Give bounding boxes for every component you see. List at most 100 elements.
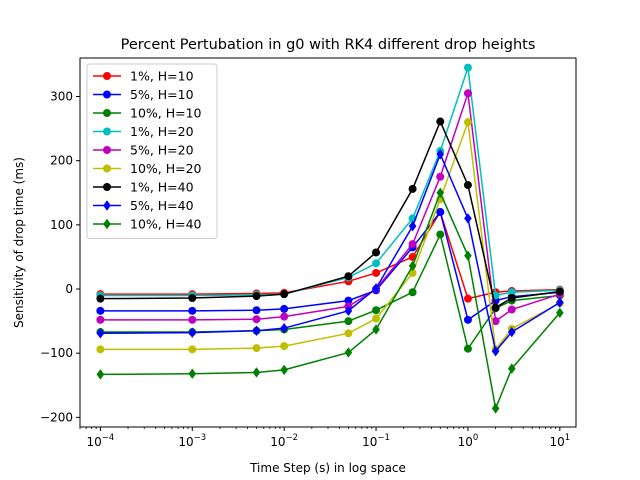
chart-title: Percent Pertubation in g0 with RK4 diffe… xyxy=(121,37,536,53)
data-point xyxy=(252,292,261,301)
data-point xyxy=(372,259,381,268)
legend-label: 10%, H=40 xyxy=(130,217,202,232)
legend-entry: 1%, H=10 xyxy=(93,69,194,84)
series-7 xyxy=(96,117,564,312)
data-point xyxy=(280,312,289,321)
data-point xyxy=(507,288,516,297)
plot-frame xyxy=(79,57,577,428)
legend-entry: 10%, H=10 xyxy=(93,106,202,121)
data-point xyxy=(372,283,380,294)
x-tick-label: 10−2 xyxy=(270,433,298,449)
data-point xyxy=(463,63,472,72)
data-point xyxy=(408,240,417,249)
data-point xyxy=(344,347,353,358)
data-point xyxy=(507,305,516,314)
y-tick-label: 0 xyxy=(65,282,73,296)
legend-label: 10%, H=20 xyxy=(130,161,202,176)
data-point xyxy=(372,248,381,257)
legend-label: 1%, H=40 xyxy=(130,180,194,195)
data-point xyxy=(372,324,380,335)
data-point xyxy=(372,314,381,323)
data-point xyxy=(408,260,417,272)
data-point xyxy=(252,325,261,336)
legend-entry: 5%, H=20 xyxy=(93,143,194,158)
data-point xyxy=(344,272,353,281)
data-point xyxy=(491,303,500,312)
data-point xyxy=(436,208,445,217)
data-point xyxy=(507,363,516,374)
x-tick-label: 10−4 xyxy=(86,433,114,449)
legend-marker xyxy=(103,164,111,173)
x-tick-label: 10−3 xyxy=(178,433,206,449)
y-tick-label: −200 xyxy=(40,410,73,424)
data-point xyxy=(463,118,472,127)
legend-marker xyxy=(103,90,111,99)
data-point xyxy=(507,326,516,338)
data-point xyxy=(188,315,197,324)
series-8 xyxy=(96,149,564,357)
legend-marker xyxy=(103,72,111,80)
data-point xyxy=(408,268,417,277)
data-point xyxy=(408,288,417,297)
data-point xyxy=(252,367,261,378)
data-point xyxy=(188,345,197,354)
legend-label: 5%, H=10 xyxy=(130,87,194,102)
data-point xyxy=(96,294,105,303)
data-point xyxy=(372,268,381,277)
legend-marker xyxy=(103,218,111,230)
legend-entry: 1%, H=20 xyxy=(93,124,194,139)
y-tick-label: 300 xyxy=(50,90,73,104)
data-point xyxy=(464,213,472,224)
legend-label: 1%, H=10 xyxy=(130,69,194,84)
legend-label: 1%, H=20 xyxy=(130,124,194,139)
data-point xyxy=(252,344,261,353)
data-point xyxy=(408,220,417,232)
data-point xyxy=(344,329,353,338)
series-line xyxy=(100,190,561,412)
data-point xyxy=(436,230,445,239)
data-point xyxy=(436,187,445,198)
x-tick-label: 10−1 xyxy=(362,433,390,449)
legend-marker xyxy=(103,200,111,211)
data-point xyxy=(188,368,197,379)
x-axis-label: Time Step (s) in log space xyxy=(249,461,406,475)
legend-marker xyxy=(103,146,111,154)
data-point xyxy=(280,364,288,376)
y-tick-label: 100 xyxy=(50,218,73,232)
data-point xyxy=(344,305,353,317)
data-point xyxy=(491,346,500,357)
data-point xyxy=(344,296,353,305)
data-point xyxy=(252,306,261,315)
data-point xyxy=(280,342,289,351)
data-point xyxy=(280,290,289,299)
legend-entry: 10%, H=20 xyxy=(93,161,202,176)
data-point xyxy=(96,306,105,315)
data-point xyxy=(96,315,105,324)
data-point xyxy=(555,287,564,296)
x-tick-label: 101 xyxy=(549,433,570,449)
y-tick-label: −100 xyxy=(40,346,73,360)
legend-marker xyxy=(103,109,111,117)
data-point xyxy=(463,294,472,303)
data-point xyxy=(556,307,564,318)
legend-label: 5%, H=40 xyxy=(130,198,194,213)
data-point xyxy=(463,315,472,324)
data-point xyxy=(463,344,472,353)
data-point xyxy=(280,322,288,334)
legend-entry: 5%, H=40 xyxy=(93,198,194,213)
data-point xyxy=(491,317,500,326)
data-point xyxy=(556,297,564,308)
data-point xyxy=(463,89,472,98)
legend-entry: 5%, H=10 xyxy=(93,87,194,102)
data-point xyxy=(280,304,289,313)
data-point xyxy=(96,328,105,339)
y-tick-label: 200 xyxy=(50,154,73,168)
data-point xyxy=(436,117,445,126)
series-9 xyxy=(96,187,564,414)
data-point xyxy=(507,294,516,303)
legend-label: 5%, H=20 xyxy=(130,143,194,158)
data-point xyxy=(96,369,105,380)
data-point xyxy=(491,403,500,414)
plot-area xyxy=(96,63,564,414)
